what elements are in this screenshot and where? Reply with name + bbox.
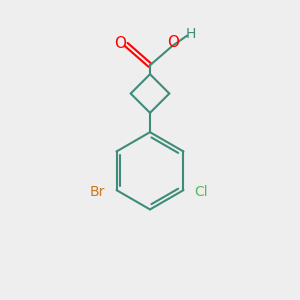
Text: H: H: [185, 27, 196, 41]
Text: O: O: [167, 35, 179, 50]
Text: Br: Br: [89, 184, 105, 199]
Text: O: O: [114, 35, 126, 50]
Text: Cl: Cl: [194, 184, 208, 199]
